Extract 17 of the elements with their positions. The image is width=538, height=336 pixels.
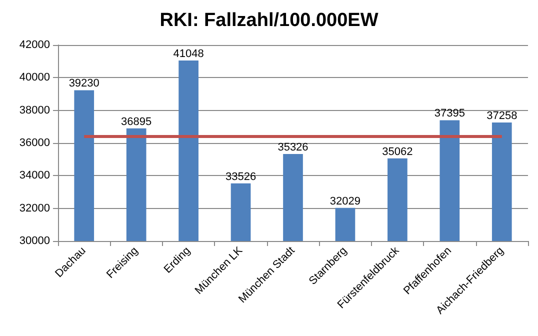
data-label: 36895	[121, 116, 152, 128]
y-tick-label: 32000	[19, 202, 50, 214]
data-label: 41048	[173, 48, 204, 60]
y-tick-label: 34000	[19, 170, 50, 182]
y-tick-label: 42000	[19, 39, 50, 51]
data-label: 39230	[68, 78, 100, 90]
data-label: 37395	[434, 108, 465, 120]
data-label: 35326	[278, 142, 308, 154]
y-tick-label: 36000	[19, 137, 50, 149]
data-label: 37258	[486, 110, 518, 122]
data-label: 32029	[330, 195, 361, 208]
y-tick-label: 30000	[19, 235, 50, 247]
y-tick-label: 40000	[19, 72, 50, 84]
chart-title: RKI: Fallzahl/100.000EW	[160, 10, 378, 31]
y-tick-label: 38000	[19, 104, 50, 116]
data-label: 35062	[382, 146, 413, 158]
data-label: 33526	[225, 170, 256, 183]
